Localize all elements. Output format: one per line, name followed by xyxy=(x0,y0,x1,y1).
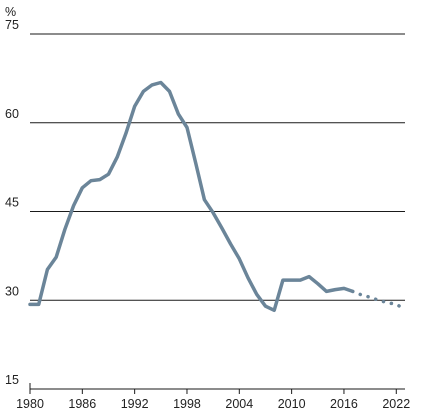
x-tick-label-2022: 2022 xyxy=(382,397,410,411)
historical-line xyxy=(28,80,355,313)
x-axis: 1980 1986 1992 1998 2004 2010 2016 2022 xyxy=(16,383,410,411)
series-lines xyxy=(28,80,407,313)
x-tick-label-2004: 2004 xyxy=(225,397,253,411)
y-axis-unit-label: % xyxy=(5,5,16,19)
x-tick-label-2010: 2010 xyxy=(278,397,306,411)
y-tick-label-45: 45 xyxy=(5,196,19,210)
x-tick-label-1980: 1980 xyxy=(16,397,44,411)
y-tick-label-75: 75 xyxy=(5,18,19,32)
x-tick-label-1998: 1998 xyxy=(173,397,201,411)
x-tick-label-2016: 2016 xyxy=(330,397,358,411)
y-tick-label-30: 30 xyxy=(5,284,19,298)
x-tick-label-1986: 1986 xyxy=(68,397,96,411)
y-tick-label-15: 15 xyxy=(5,373,19,387)
projection-line-dotted xyxy=(350,289,407,311)
y-tick-labels: 15 30 45 60 75 xyxy=(5,18,19,387)
y-tick-label-60: 60 xyxy=(5,107,19,121)
x-tick-label-1992: 1992 xyxy=(121,397,149,411)
gridlines xyxy=(30,33,405,301)
